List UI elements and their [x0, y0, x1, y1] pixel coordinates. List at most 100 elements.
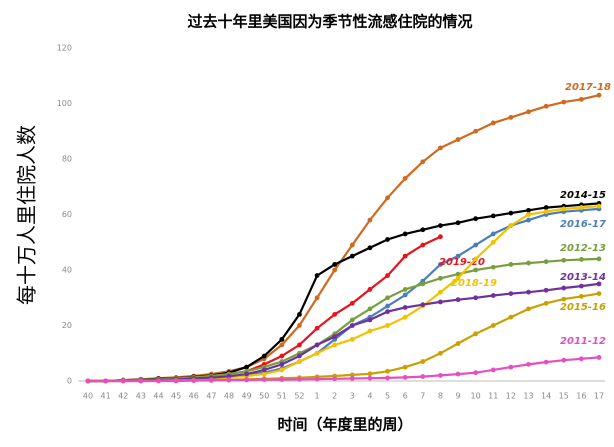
point [596, 355, 602, 360]
point [543, 209, 549, 215]
y-tick-label: 0 [67, 377, 72, 386]
point [455, 275, 461, 281]
y-tick-label: 120 [57, 44, 72, 53]
point [508, 114, 514, 120]
point [402, 374, 408, 380]
series-label: 2011-12 [560, 336, 606, 347]
y-tick-label: 20 [62, 321, 72, 330]
point [596, 92, 602, 98]
point [314, 350, 320, 356]
point [279, 361, 285, 367]
point [508, 262, 514, 267]
point [543, 205, 549, 210]
x-tick-label: 4 [367, 392, 372, 401]
point [578, 356, 584, 362]
point [526, 306, 531, 312]
point [438, 145, 443, 151]
x-tick-label: 43 [136, 392, 146, 401]
x-tick-label: 17 [594, 392, 604, 401]
point [279, 367, 285, 373]
point [349, 376, 355, 381]
y-tick-label: 40 [62, 266, 72, 275]
x-tick-label: 5 [385, 392, 390, 401]
point [578, 205, 584, 210]
x-tick-label: 42 [118, 392, 128, 401]
point [349, 253, 355, 259]
point [402, 364, 408, 370]
point [561, 257, 567, 263]
point [526, 260, 531, 266]
point [561, 296, 567, 302]
point [385, 295, 390, 301]
point [208, 378, 214, 383]
point [297, 312, 302, 317]
x-tick-label: 48 [224, 392, 234, 401]
point [314, 273, 320, 278]
point [526, 361, 531, 367]
point [473, 242, 479, 248]
point [455, 253, 461, 259]
point [279, 353, 285, 359]
x-tick-label: 1 [315, 392, 320, 401]
point [438, 350, 443, 356]
point [596, 281, 602, 287]
point [244, 377, 249, 383]
point [473, 267, 479, 273]
point [490, 293, 496, 298]
x-tick-label: 6 [403, 392, 408, 401]
point [332, 342, 338, 348]
point [367, 306, 373, 312]
point [508, 223, 514, 229]
series-label: 2016-17 [560, 219, 606, 230]
x-tick-label: 2 [332, 392, 337, 401]
series-label: 2018-19 [451, 278, 497, 289]
point [473, 370, 479, 376]
point [543, 287, 549, 293]
point [490, 264, 496, 270]
x-tick-label: 3 [350, 392, 355, 401]
point [120, 378, 126, 384]
point [244, 364, 249, 370]
point [138, 378, 144, 384]
x-tick-label: 15 [559, 392, 569, 401]
point [402, 292, 408, 298]
point [508, 364, 514, 370]
series-line [88, 94, 600, 383]
x-tick-label: 9 [455, 392, 460, 401]
point [596, 291, 602, 296]
point [385, 375, 390, 381]
point [349, 372, 355, 378]
point [385, 273, 390, 278]
point [473, 216, 479, 222]
point [543, 103, 549, 109]
y-tick-label: 100 [57, 99, 72, 108]
x-tick-label: 7 [420, 392, 425, 401]
series-line [88, 356, 600, 383]
point [578, 257, 584, 262]
x-tick-label: 8 [438, 392, 443, 401]
point [402, 305, 408, 310]
point [438, 234, 443, 240]
point [561, 357, 567, 363]
x-tick-label: 14 [541, 392, 551, 401]
point [314, 342, 320, 348]
point [349, 336, 355, 342]
point [438, 275, 443, 281]
point [473, 256, 479, 262]
point [385, 368, 390, 374]
x-tick-label: 50 [259, 392, 269, 401]
point [490, 323, 496, 328]
point [402, 287, 408, 292]
point [578, 96, 584, 102]
point [103, 378, 109, 384]
point [314, 325, 320, 331]
point [543, 359, 549, 365]
point [508, 210, 514, 216]
point [402, 176, 408, 181]
point [578, 283, 584, 289]
point [385, 237, 390, 242]
point [508, 314, 514, 320]
point [526, 217, 531, 223]
point [420, 302, 426, 308]
